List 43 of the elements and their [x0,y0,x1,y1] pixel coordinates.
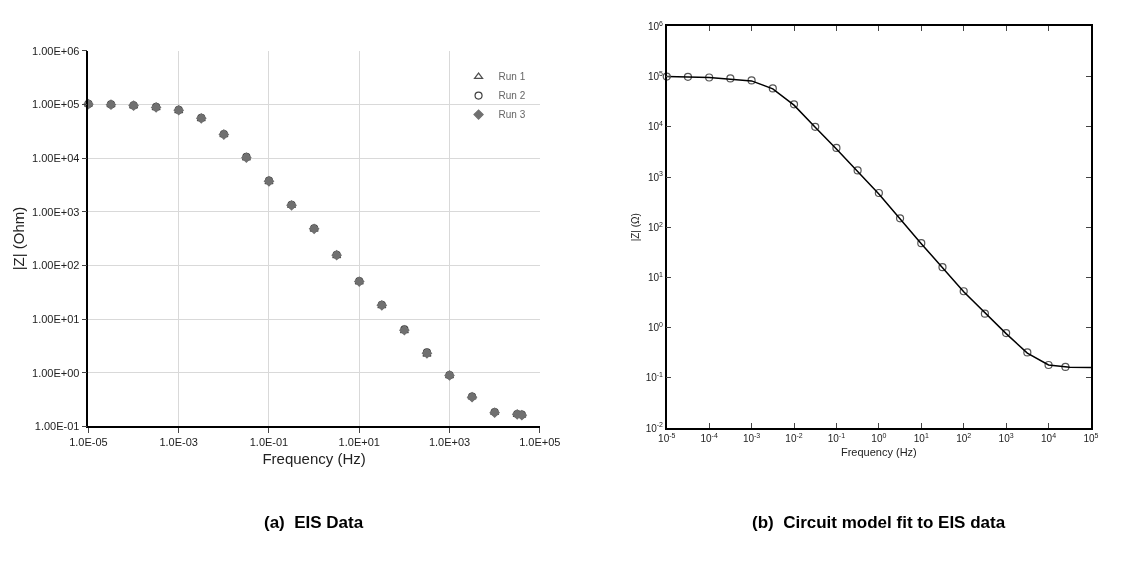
y-tick-label: 10$^{-1}$ [645,371,664,384]
x-tick-label: 10$^{-3}$ [742,431,761,444]
text: (a) EIS Data [264,513,364,532]
y-tick-label: 10$^{2}$ [647,220,664,233]
y-tick-label: 1.00E+03 [32,205,80,218]
legend-label: Run 3 [498,109,526,121]
y-tick-label: 1.00E+01 [32,312,80,325]
x-tick-label: 10$^{0}$ [871,431,887,444]
x-tick-label: 10$^{1}$ [913,431,929,444]
x-axis-title: Frequency (Hz) [262,449,366,467]
y-axis-title: |Z| (Ohm) [9,206,27,271]
x-axis-title: Frequency (Hz) [840,446,917,459]
x-tick-label: 1.0E-03 [159,436,198,449]
x-tick-label: 10$^{4}$ [1041,431,1057,444]
y-tick-label: 10$^{0}$ [647,320,664,334]
y-axis-title: |Z| (Ω) [630,213,642,242]
y-tick-label: 1.00E+02 [32,259,80,272]
legend-label: Run 1 [498,71,526,83]
y-tick-label: 10$^{1}$ [647,270,664,283]
y-tick-label: 10$^{5}$ [647,69,664,83]
x-tick-label: 10$^{3}$ [998,431,1014,444]
y-tick-label: 10$^{6}$ [647,19,664,32]
x-tick-label: 10$^{-2}$ [785,431,803,444]
x-tick-label: 10$^{-4}$ [700,431,718,444]
y-tick-label: 10$^{4}$ [647,120,664,133]
x-tick-label: 1.0E+03 [428,436,471,449]
y-tick-label: 10$^{-2}$ [645,421,664,434]
y-tick-label: 1.00E+06 [32,44,80,57]
x-tick-label: 1.0E-01 [249,436,289,449]
y-tick-label: 1.00E+04 [32,151,80,164]
x-tick-label: 1.0E+01 [338,436,380,449]
x-tick-label: 10$^{5}$ [1083,431,1099,444]
y-tick-label: 10$^{3}$ [647,170,664,183]
x-tick-label: 10$^{-5}$ [658,431,676,444]
x-tick-label: 10$^{-1}$ [827,431,846,444]
x-tick-label: 1.0E-05 [69,436,108,449]
y-tick-label: 1.00E-01 [34,420,80,433]
y-tick-label: 1.00E+00 [32,366,80,379]
text: (b) Circuit model fit to EIS data [752,513,1006,532]
y-tick-label: 1.00E+05 [32,98,80,111]
x-tick-label: 1.0E+05 [519,436,561,449]
x-tick-label: 10$^{2}$ [956,431,972,444]
legend-label: Run 2 [498,90,526,102]
